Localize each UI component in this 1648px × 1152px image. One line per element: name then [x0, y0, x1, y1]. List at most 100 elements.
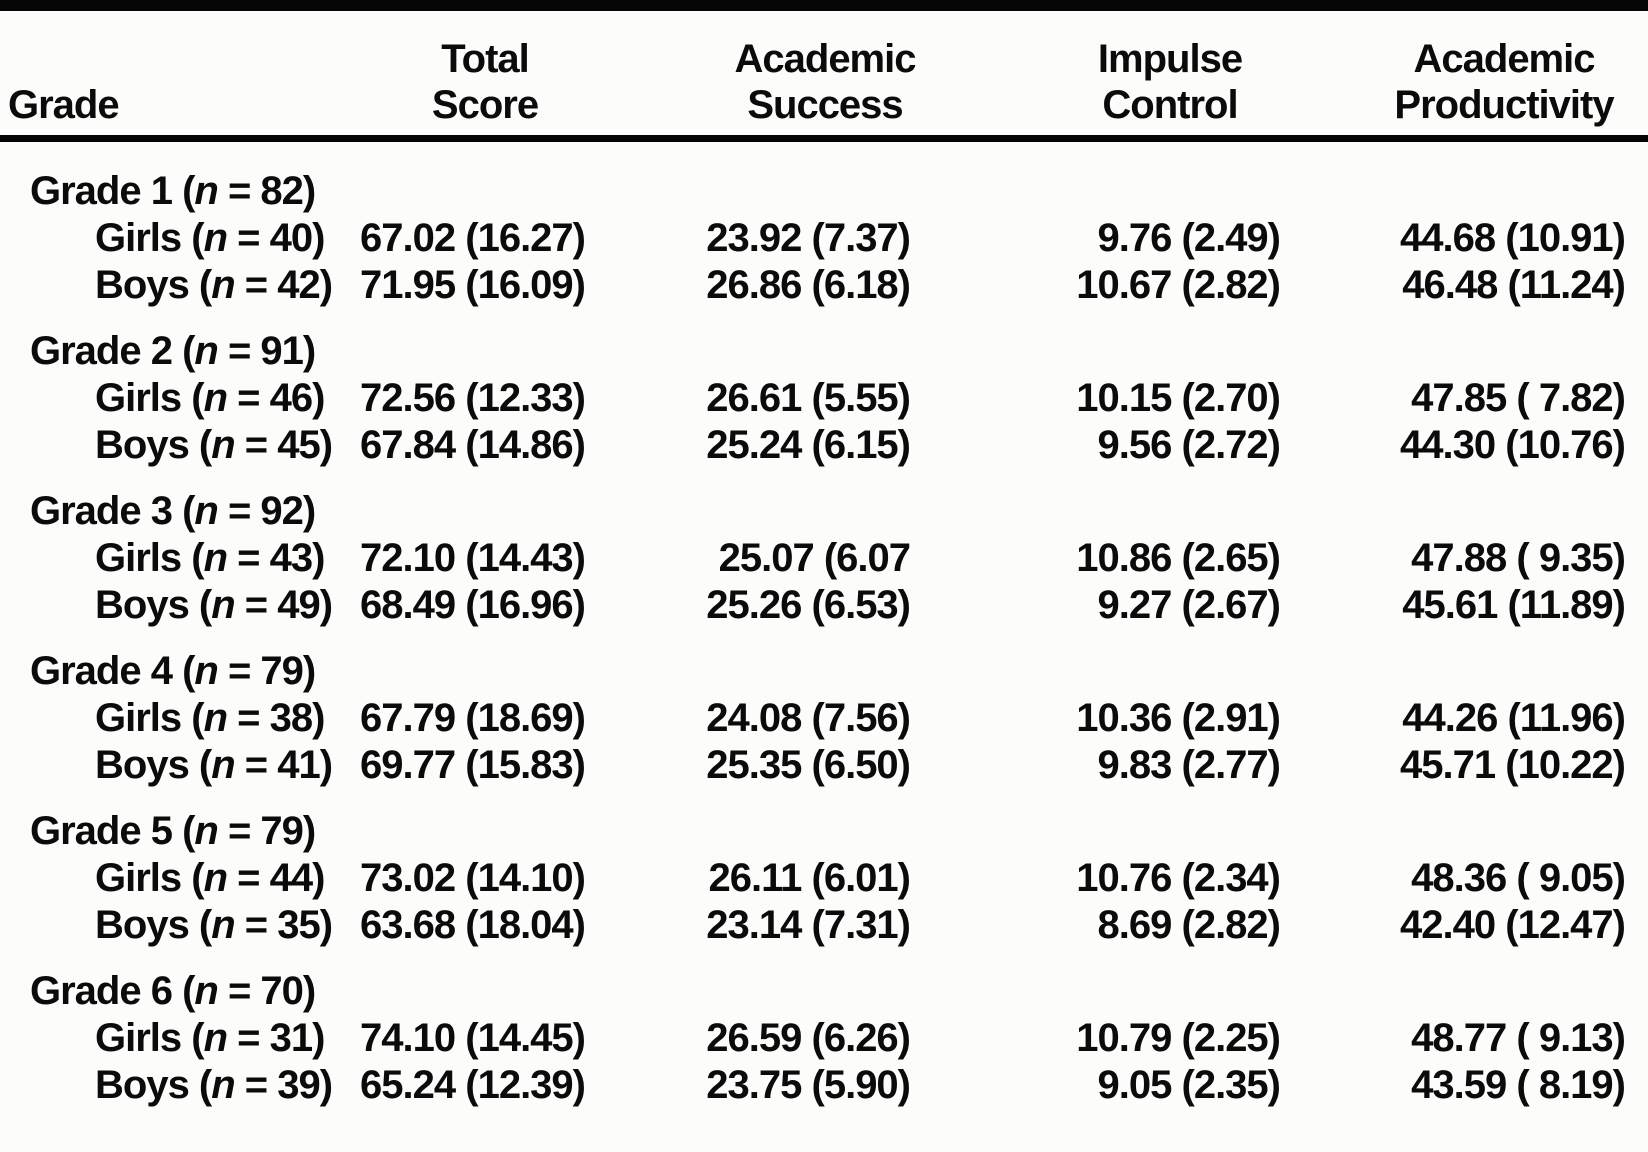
table-row: Boys (n = 41) 69.77 (15.83) 25.35 (6.50)…: [0, 742, 1648, 789]
group-label: Grade 5 (n = 79): [30, 809, 316, 853]
column-header-academic-productivity: Academic Productivity: [1320, 36, 1648, 128]
table-row: Girls (n = 44) 73.02 (14.10) 26.11 (6.01…: [0, 855, 1648, 902]
value-academic-success: 24.08 (7.56): [706, 696, 911, 740]
value-impulse-control: 10.76 (2.34): [1076, 856, 1281, 900]
value-academic-success: 23.14 (7.31): [706, 903, 911, 947]
header-label: Total: [441, 37, 530, 81]
value-academic-success: 26.11 (6.01): [708, 856, 912, 900]
group-header-row: Grade 4 (n = 79): [0, 648, 1648, 695]
value-impulse-control: 9.05 (2.35): [1097, 1063, 1281, 1107]
value-impulse-control: 8.69 (2.82): [1097, 903, 1281, 947]
value-total-score: 65.24 (12.39): [360, 1063, 586, 1107]
row-label: Girls (n = 31): [95, 1016, 325, 1060]
group-header-row: Grade 1 (n = 82): [0, 168, 1648, 215]
value-total-score: 72.10 (14.43): [360, 536, 586, 580]
grade-group-4: Grade 4 (n = 79) Girls (n = 38) 67.79 (1…: [0, 648, 1648, 789]
header-label: Success: [747, 83, 903, 127]
value-total-score: 67.84 (14.86): [360, 423, 586, 467]
value-impulse-control: 9.27 (2.67): [1097, 583, 1281, 627]
table-row: Boys (n = 45) 67.84 (14.86) 25.24 (6.15)…: [0, 422, 1648, 469]
top-rule: [0, 0, 1648, 11]
value-impulse-control: 9.56 (2.72): [1097, 423, 1281, 467]
value-total-score: 67.79 (18.69): [360, 696, 586, 740]
value-total-score: 74.10 (14.45): [360, 1016, 586, 1060]
table-row: Girls (n = 40) 67.02 (16.27) 23.92 (7.37…: [0, 215, 1648, 262]
value-impulse-control: 10.86 (2.65): [1076, 536, 1281, 580]
grade-group-5: Grade 5 (n = 79) Girls (n = 44) 73.02 (1…: [0, 808, 1648, 949]
row-label: Girls (n = 43): [95, 536, 325, 580]
header-label: Grade: [8, 83, 120, 127]
group-header-row: Grade 3 (n = 92): [0, 488, 1648, 535]
grade-group-2: Grade 2 (n = 91) Girls (n = 46) 72.56 (1…: [0, 328, 1648, 469]
value-impulse-control: 10.15 (2.70): [1076, 376, 1281, 420]
table-row: Girls (n = 43) 72.10 (14.43) 25.07 (6.07…: [0, 535, 1648, 582]
value-academic-success: 25.26 (6.53): [706, 583, 911, 627]
value-academic-success: 25.07 (6.07: [718, 536, 911, 580]
header-label: Academic: [734, 37, 917, 81]
table-header-row: Grade Total Score Academic Success Impulse…: [0, 11, 1648, 135]
column-header-impulse-control: Impulse Control: [1020, 36, 1320, 128]
group-label: Grade 2 (n = 91): [30, 329, 316, 373]
table-row: Boys (n = 35) 63.68 (18.04) 23.14 (7.31)…: [0, 902, 1648, 949]
value-total-score: 73.02 (14.10): [360, 856, 586, 900]
header-label: Control: [1102, 83, 1238, 127]
value-academic-success: 26.59 (6.26): [706, 1016, 911, 1060]
value-academic-success: 23.75 (5.90): [706, 1063, 911, 1107]
group-header-row: Grade 2 (n = 91): [0, 328, 1648, 375]
value-impulse-control: 9.83 (2.77): [1097, 743, 1281, 787]
value-total-score: 68.49 (16.96): [360, 583, 586, 627]
value-impulse-control: 9.76 (2.49): [1097, 216, 1281, 260]
row-label: Girls (n = 46): [95, 376, 325, 420]
row-label: Boys (n = 39): [95, 1063, 333, 1107]
value-academic-success: 25.35 (6.50): [706, 743, 911, 787]
value-academic-productivity: 47.85 ( 7.82): [1411, 376, 1626, 420]
row-label: Girls (n = 44): [95, 856, 325, 900]
value-academic-productivity: 46.48 (11.24): [1402, 263, 1626, 307]
row-label: Boys (n = 45): [95, 423, 333, 467]
value-academic-productivity: 48.77 ( 9.13): [1411, 1016, 1626, 1060]
value-academic-productivity: 42.40 (12.47): [1400, 903, 1626, 947]
header-label: Impulse: [1097, 37, 1243, 81]
group-label: Grade 1 (n = 82): [30, 169, 316, 213]
value-academic-success: 26.61 (5.55): [706, 376, 911, 420]
grade-group-6: Grade 6 (n = 70) Girls (n = 31) 74.10 (1…: [0, 968, 1648, 1109]
table-body: Grade 1 (n = 82) Girls (n = 40) 67.02 (1…: [0, 142, 1648, 1109]
value-academic-productivity: 45.71 (10.22): [1400, 743, 1626, 787]
column-header-total-score: Total Score: [340, 36, 630, 128]
value-academic-productivity: 43.59 ( 8.19): [1411, 1063, 1626, 1107]
value-total-score: 69.77 (15.83): [360, 743, 586, 787]
group-label: Grade 6 (n = 70): [30, 969, 316, 1013]
row-label: Boys (n = 42): [95, 263, 333, 307]
table-row: Boys (n = 39) 65.24 (12.39) 23.75 (5.90)…: [0, 1062, 1648, 1109]
value-total-score: 63.68 (18.04): [360, 903, 586, 947]
value-academic-success: 25.24 (6.15): [706, 423, 911, 467]
table-row: Boys (n = 49) 68.49 (16.96) 25.26 (6.53)…: [0, 582, 1648, 629]
table-row: Girls (n = 31) 74.10 (14.45) 26.59 (6.26…: [0, 1015, 1648, 1062]
header-rule: [0, 135, 1648, 142]
value-academic-success: 26.86 (6.18): [706, 263, 911, 307]
row-label: Girls (n = 40): [95, 216, 325, 260]
value-total-score: 72.56 (12.33): [360, 376, 586, 420]
group-header-row: Grade 5 (n = 79): [0, 808, 1648, 855]
row-label: Girls (n = 38): [95, 696, 325, 740]
table-row: Girls (n = 46) 72.56 (12.33) 26.61 (5.55…: [0, 375, 1648, 422]
header-label: Productivity: [1394, 83, 1614, 127]
header-label: Score: [431, 83, 539, 127]
value-academic-productivity: 44.26 (11.96): [1402, 696, 1626, 740]
column-header-grade: Grade: [0, 82, 340, 128]
header-label: Academic: [1413, 37, 1596, 81]
group-header-row: Grade 6 (n = 70): [0, 968, 1648, 1015]
row-label: Boys (n = 49): [95, 583, 333, 627]
value-total-score: 71.95 (16.09): [360, 263, 586, 307]
value-academic-productivity: 44.30 (10.76): [1400, 423, 1626, 467]
value-academic-productivity: 44.68 (10.91): [1400, 216, 1626, 260]
group-label: Grade 4 (n = 79): [30, 649, 316, 693]
column-header-academic-success: Academic Success: [630, 36, 1020, 128]
row-label: Boys (n = 41): [95, 743, 333, 787]
value-academic-productivity: 45.61 (11.89): [1402, 583, 1626, 627]
value-academic-productivity: 48.36 ( 9.05): [1411, 856, 1626, 900]
value-impulse-control: 10.79 (2.25): [1076, 1016, 1281, 1060]
value-impulse-control: 10.67 (2.82): [1076, 263, 1281, 307]
value-total-score: 67.02 (16.27): [360, 216, 586, 260]
